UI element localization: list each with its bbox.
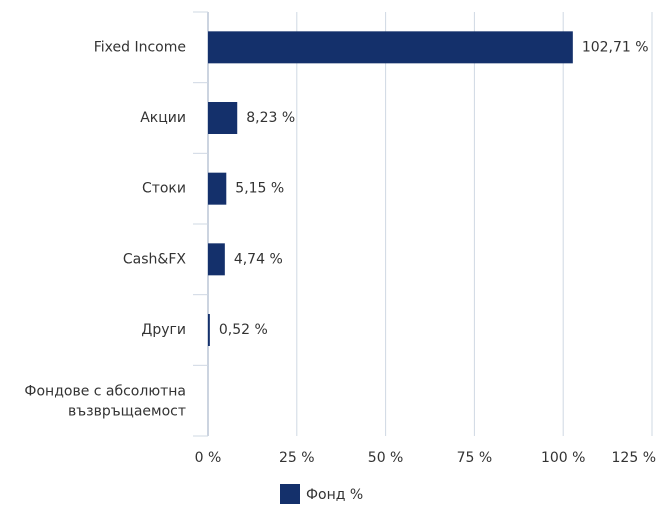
x-tick-label: 75 % bbox=[457, 450, 493, 466]
x-tick-label: 0 % bbox=[195, 450, 222, 466]
bar bbox=[208, 314, 210, 346]
x-tick-label: 125 % bbox=[612, 450, 656, 466]
bar bbox=[208, 243, 225, 276]
y-tick-label: Fixed Income bbox=[94, 39, 186, 55]
x-tick-label: 25 % bbox=[279, 450, 315, 466]
y-tick-label: Cash&FX bbox=[123, 251, 186, 267]
x-tick-label: 100 % bbox=[541, 450, 585, 466]
y-tick-label: Акции bbox=[140, 110, 186, 126]
y-tick-label: Други bbox=[141, 322, 186, 338]
y-tick-label: Стоки bbox=[142, 181, 186, 197]
value-label: 102,71 % bbox=[582, 39, 649, 55]
x-tick-label: 50 % bbox=[368, 450, 404, 466]
bar bbox=[208, 31, 573, 64]
value-label: 5,15 % bbox=[235, 181, 284, 197]
bar bbox=[208, 172, 227, 205]
legend-swatch bbox=[280, 484, 300, 504]
value-label: 4,74 % bbox=[234, 251, 283, 267]
y-tick-label: Фондове с абсолютна възвръщаемост bbox=[24, 384, 186, 420]
value-label: 0,52 % bbox=[219, 322, 268, 338]
legend-label: Фонд % bbox=[306, 487, 363, 503]
bar bbox=[208, 102, 238, 134]
value-label: 8,23 % bbox=[246, 110, 295, 126]
